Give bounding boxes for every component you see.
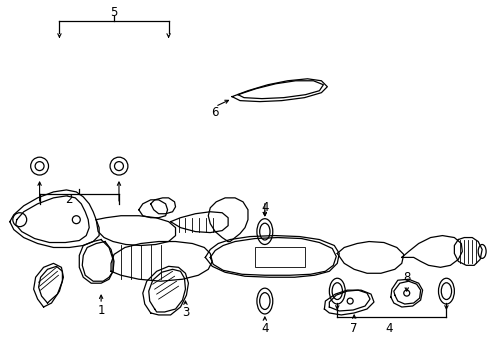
Text: 1: 1 xyxy=(97,305,104,318)
Text: 6: 6 xyxy=(211,106,219,119)
Text: 7: 7 xyxy=(350,322,357,336)
Text: 8: 8 xyxy=(402,271,409,284)
Text: 2: 2 xyxy=(65,193,73,206)
Bar xyxy=(254,247,304,267)
Text: 4: 4 xyxy=(385,322,392,336)
Text: 4: 4 xyxy=(261,201,268,214)
Text: 4: 4 xyxy=(261,322,268,336)
Text: 3: 3 xyxy=(182,306,189,319)
Text: 5: 5 xyxy=(110,6,118,19)
